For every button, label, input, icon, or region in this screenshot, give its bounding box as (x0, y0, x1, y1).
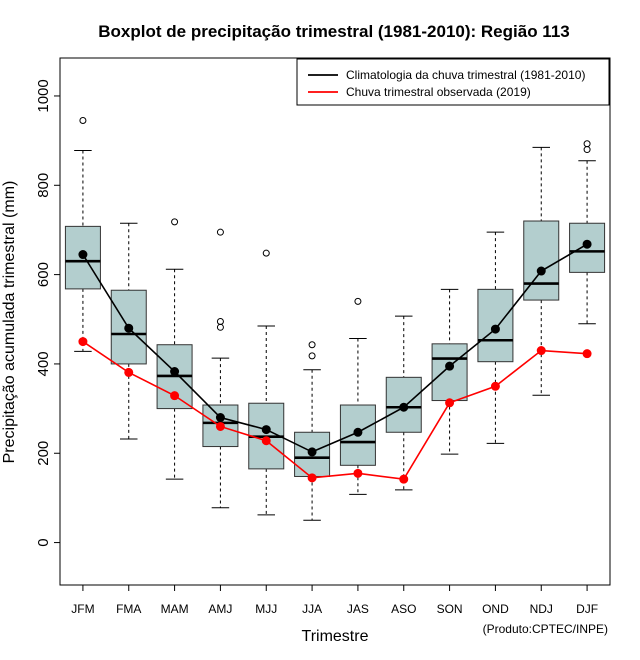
x-tick-label: SON (437, 602, 463, 616)
x-tick-label: JJA (302, 602, 322, 616)
outlier-point (308, 352, 316, 360)
observed-point (536, 346, 546, 356)
x-tick-label: MJJ (255, 602, 277, 616)
x-tick-label: JAS (347, 602, 369, 616)
observed-point (582, 349, 592, 359)
legend-label-climatology: Climatologia da chuva trimestral (1981-2… (346, 68, 585, 82)
y-tick-label: 800 (35, 173, 52, 198)
observed-point (399, 474, 409, 484)
x-tick-label: AMJ (208, 602, 232, 616)
observed-point (261, 436, 271, 446)
observed-point (490, 381, 500, 391)
outlier-point (216, 228, 224, 236)
y-tick-label: 400 (35, 351, 52, 376)
x-tick-label: NDJ (530, 602, 553, 616)
credit-text: (Produto:CPTEC/INPE) (483, 622, 608, 636)
observed-point (170, 391, 180, 401)
outlier-point (79, 117, 87, 125)
y-tick-label: 0 (35, 538, 52, 546)
legend-box (296, 58, 610, 106)
x-tick-label: DJF (576, 602, 598, 616)
legend: Climatologia da chuva trimestral (1981-2… (296, 58, 610, 106)
observed-point (124, 367, 134, 377)
outlier-point (262, 249, 270, 257)
x-tick-label: JFM (71, 602, 94, 616)
climatology-point (78, 250, 88, 260)
observed-point (78, 337, 88, 347)
x-tick-label: ASO (391, 602, 416, 616)
x-tick-label: MAM (161, 602, 189, 616)
climatology-point (261, 425, 271, 435)
outlier-point (354, 297, 362, 305)
observed-point (307, 473, 317, 483)
plot-frame (59, 57, 611, 586)
observed-point (353, 468, 363, 478)
y-tick-label: 1000 (35, 79, 52, 112)
series-line-observed (82, 340, 588, 481)
climatology-point (353, 427, 363, 437)
x-tick-label: FMA (116, 602, 141, 616)
observed-point (215, 421, 225, 431)
x-axis-label: Trimestre (302, 628, 369, 645)
legend-label-observed: Chuva trimestral observada (2019) (346, 85, 531, 99)
climatology-point (582, 239, 592, 249)
x-tick-label: OND (482, 602, 509, 616)
climatology-point (170, 367, 180, 377)
climatology-point (490, 324, 500, 334)
y-axis-label: Precipitação acumulada trimestral (mm) (1, 181, 18, 464)
outlier-point (171, 218, 179, 226)
y-tick-label: 600 (35, 262, 52, 287)
outlier-point (308, 341, 316, 349)
climatology-point (124, 323, 134, 333)
chart-title: Boxplot de precipitação trimestral (1981… (98, 22, 569, 41)
observed-point (445, 398, 455, 408)
series-line-climatology (82, 243, 588, 453)
climatology-point (536, 266, 546, 276)
box-iqr (431, 343, 468, 402)
climatology-point (307, 447, 317, 457)
y-tick-label: 200 (35, 441, 52, 466)
outlier-point (583, 140, 591, 148)
box-iqr (523, 220, 560, 301)
climatology-point (399, 402, 409, 412)
climatology-point (215, 413, 225, 423)
outlier-point (216, 318, 224, 325)
climatology-point (445, 361, 455, 371)
